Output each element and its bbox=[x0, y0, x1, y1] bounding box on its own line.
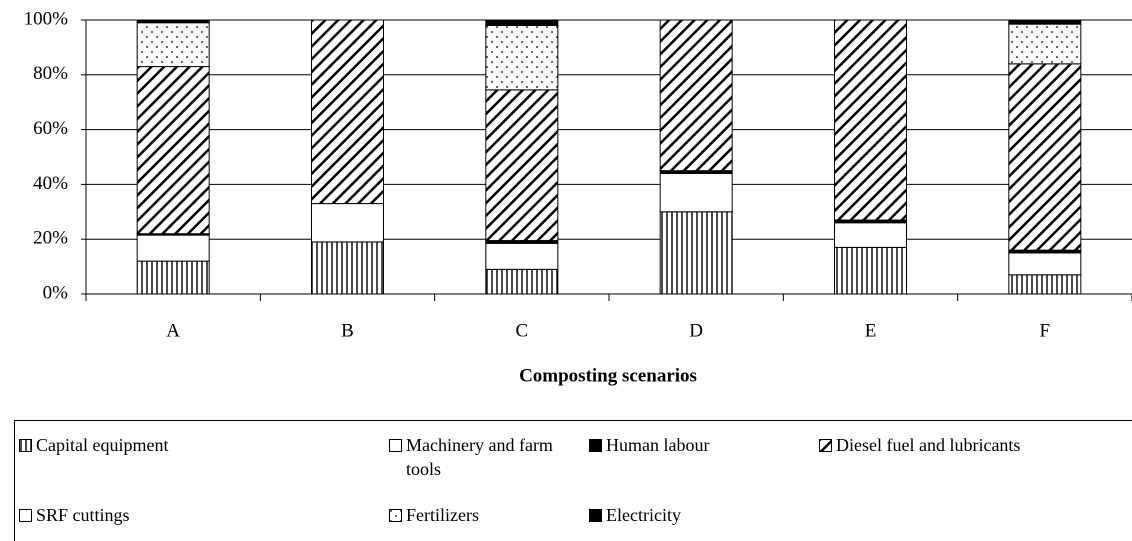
bar-segment bbox=[311, 241, 384, 295]
bar-segment bbox=[1008, 19, 1082, 25]
legend-swatch-box bbox=[19, 509, 32, 522]
bar-segment bbox=[1008, 23, 1082, 65]
x-axis-title: Composting scenarios bbox=[519, 365, 697, 386]
legend-item: Fertilizers bbox=[389, 503, 589, 527]
x-tick-label: A bbox=[166, 320, 180, 341]
legend-swatch-box bbox=[589, 509, 602, 522]
legend-swatch bbox=[589, 509, 602, 522]
bar-segment bbox=[1008, 274, 1082, 295]
chart: Composting scenarios 0% 20% 40% 60% 80% 100% A… bbox=[24, 8, 1132, 386]
bar-segment bbox=[485, 24, 559, 91]
legend-swatch bbox=[589, 439, 602, 452]
legend-label: Fertilizers bbox=[406, 505, 479, 525]
legend-item: Human labour bbox=[589, 433, 809, 457]
legend-swatch bbox=[389, 509, 402, 522]
legend: Capital equipment Machinery and farm tool… bbox=[14, 420, 1132, 541]
bar-segment bbox=[834, 246, 907, 295]
bar-segment bbox=[485, 89, 559, 242]
bar-segment bbox=[1008, 252, 1082, 276]
bar-segment bbox=[834, 222, 907, 248]
y-tick-label: 60% bbox=[33, 118, 68, 139]
y-tick-label: 80% bbox=[33, 63, 68, 84]
legend-swatch bbox=[19, 509, 32, 522]
bar-segment bbox=[136, 234, 210, 262]
legend-label: Machinery and farm tools bbox=[406, 435, 553, 479]
legend-label: Diesel fuel and lubricants bbox=[836, 435, 1021, 455]
bar-segment bbox=[311, 203, 384, 243]
y-tick-label: 0% bbox=[43, 282, 69, 303]
legend-swatch-box bbox=[819, 439, 832, 452]
x-tick-label: F bbox=[1040, 320, 1051, 341]
legend-swatch bbox=[389, 439, 402, 452]
x-tick-label: C bbox=[515, 320, 528, 341]
legend-swatch bbox=[819, 439, 832, 452]
legend-label: Human labour bbox=[606, 435, 710, 455]
legend-label: Electricity bbox=[606, 505, 681, 525]
y-tick-label: 40% bbox=[33, 173, 68, 194]
legend-label: Capital equipment bbox=[36, 435, 169, 455]
legend-label: SRF cuttings bbox=[36, 505, 130, 525]
x-tick-label: B bbox=[341, 320, 354, 341]
bar-segment bbox=[485, 268, 559, 295]
bar-segment bbox=[659, 19, 733, 172]
legend-item: Diesel fuel and lubricants bbox=[819, 433, 1132, 457]
bar-segment bbox=[136, 19, 210, 24]
bar-segment bbox=[1008, 63, 1082, 251]
bar-segment bbox=[311, 19, 384, 205]
bar-segment bbox=[834, 19, 907, 221]
legend-swatch-box bbox=[19, 439, 32, 452]
bar-segment bbox=[659, 172, 733, 213]
legend-swatch bbox=[19, 439, 32, 452]
x-tick-label: E bbox=[865, 320, 877, 341]
bar-segment bbox=[136, 66, 210, 235]
bar-segment bbox=[136, 260, 210, 295]
bar-segment bbox=[136, 22, 210, 68]
legend-swatch-box bbox=[589, 439, 602, 452]
bar-segment bbox=[659, 211, 733, 295]
legend-item: SRF cuttings bbox=[19, 503, 319, 527]
bar-segment bbox=[485, 242, 559, 270]
bar-segment bbox=[485, 19, 559, 26]
y-tick-label: 100% bbox=[24, 8, 69, 29]
legend-swatch-box bbox=[389, 439, 402, 452]
legend-item: Electricity bbox=[589, 503, 789, 527]
legend-item: Capital equipment bbox=[19, 433, 209, 457]
y-tick-label: 20% bbox=[33, 228, 68, 249]
legend-item: Machinery and farm tools bbox=[389, 433, 579, 481]
x-tick-label: D bbox=[689, 320, 703, 341]
legend-swatch-box bbox=[389, 509, 402, 522]
